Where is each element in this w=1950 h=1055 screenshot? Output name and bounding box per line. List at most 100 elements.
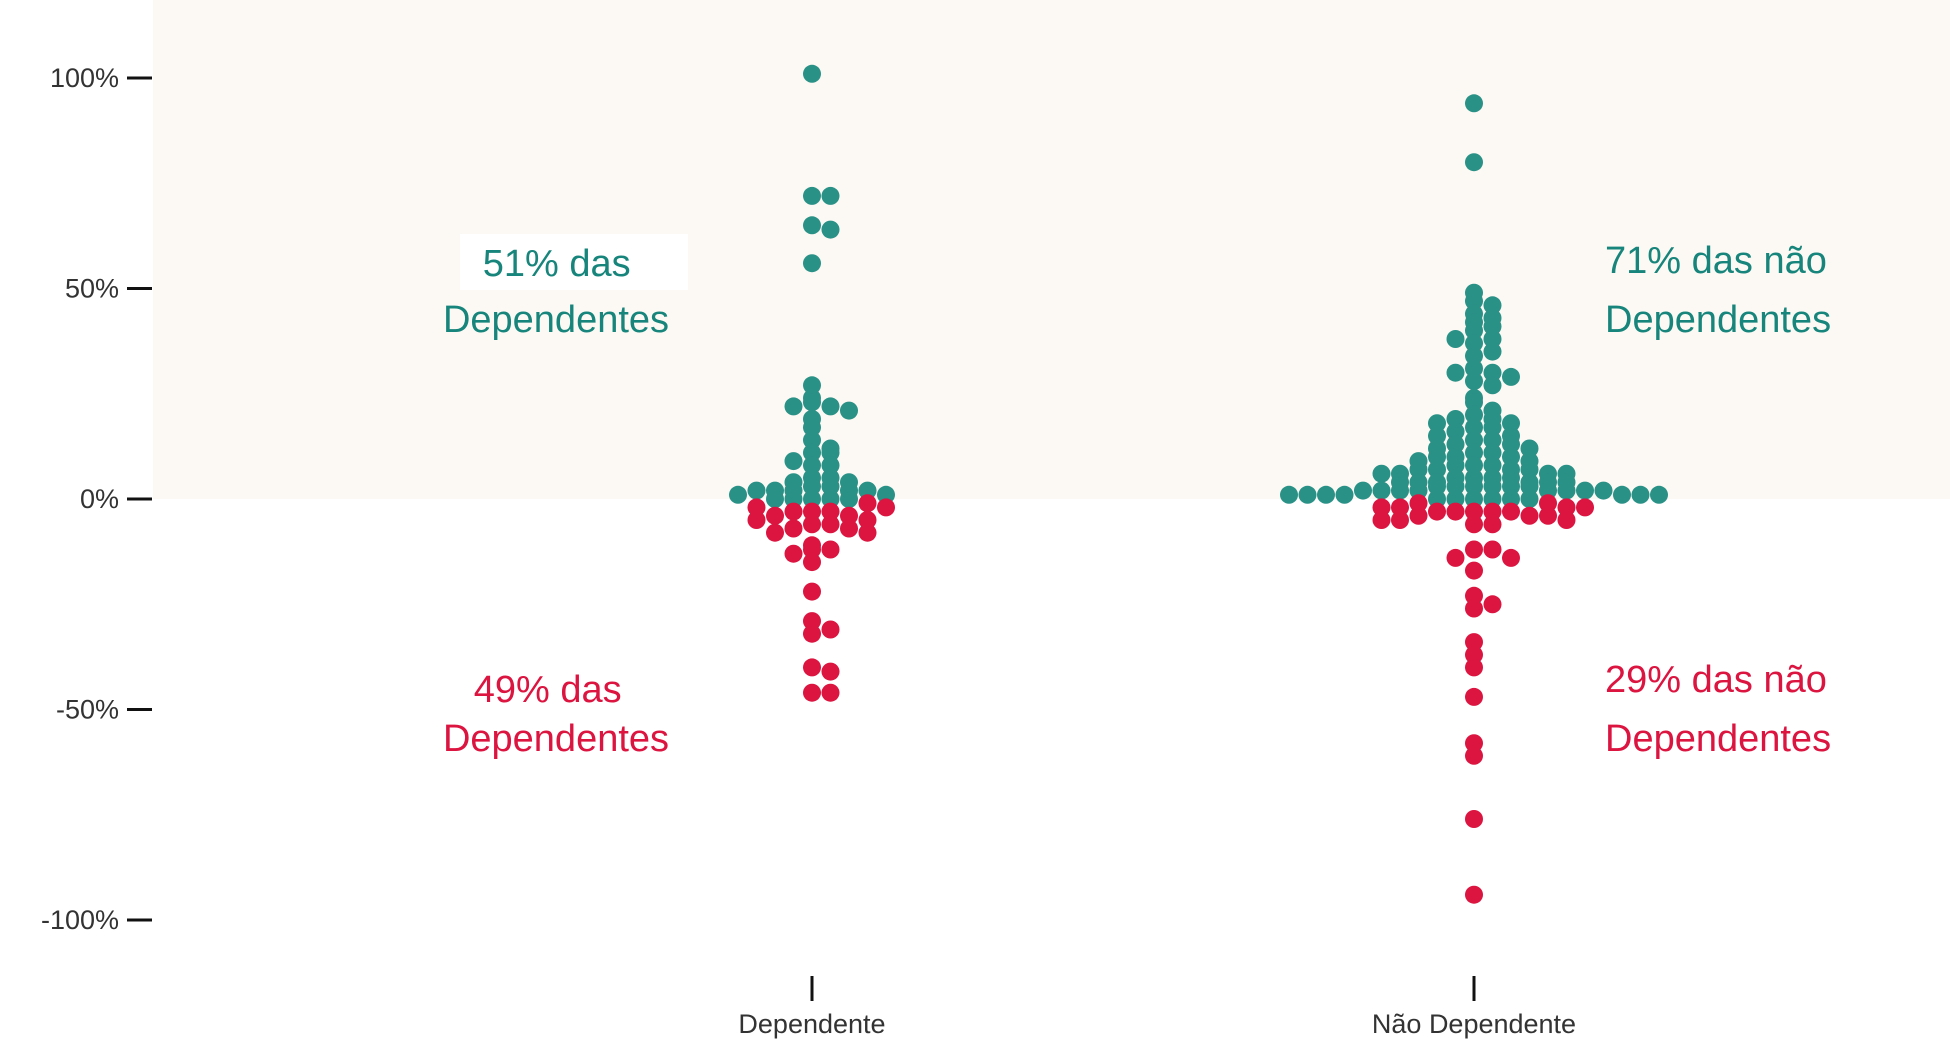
- point-negative: [1465, 645, 1483, 664]
- point-negative: [766, 506, 784, 525]
- point-negative: [747, 511, 766, 529]
- point-negative: [821, 540, 840, 559]
- point-negative: [1502, 548, 1520, 567]
- point-negative: [1465, 540, 1483, 559]
- point-positive: [821, 477, 840, 496]
- point-negative: [803, 582, 821, 601]
- point-negative: [1465, 687, 1483, 706]
- x-axis: Dependente Não Dependente: [738, 976, 1576, 1039]
- point-negative: [840, 506, 858, 525]
- point-negative: [1465, 599, 1483, 618]
- point-negative: [1557, 498, 1576, 517]
- point-positive: [1483, 431, 1502, 450]
- point-positive: [1428, 477, 1446, 496]
- point-positive: [840, 401, 858, 420]
- point-negative: [784, 502, 803, 521]
- point-positive: [1428, 447, 1446, 466]
- point-positive: [803, 216, 821, 235]
- point-positive: [1465, 431, 1483, 450]
- point-positive: [1631, 485, 1650, 504]
- point-positive: [1409, 460, 1428, 479]
- point-positive: [1520, 439, 1539, 458]
- point-positive: [1465, 490, 1483, 508]
- point-positive: [803, 418, 821, 437]
- point-negative: [803, 612, 821, 631]
- point-positive: [1317, 485, 1335, 504]
- point-positive: [1465, 346, 1483, 365]
- point-positive: [1483, 376, 1502, 395]
- point-negative: [821, 662, 840, 681]
- point-positive: [1446, 490, 1465, 508]
- point-positive: [1520, 460, 1539, 479]
- point-positive: [821, 397, 840, 416]
- point-negative: [1465, 885, 1483, 904]
- y-tick-label: 0%: [80, 484, 119, 514]
- point-positive: [784, 397, 803, 416]
- point-negative: [1465, 658, 1483, 677]
- point-positive: [877, 485, 895, 504]
- point-positive: [1428, 490, 1446, 508]
- point-negative: [1465, 502, 1483, 521]
- point-positive: [821, 186, 840, 205]
- annotation-ndep-pos: 71% das não Dependentes: [1605, 240, 1837, 341]
- point-negative: [858, 494, 877, 513]
- point-negative: [803, 553, 821, 572]
- annotation-dep-pos: 51% das Dependentes: [443, 243, 669, 341]
- point-positive: [1483, 330, 1502, 348]
- point-positive: [1483, 342, 1502, 361]
- point-positive: [1465, 477, 1483, 496]
- point-positive: [1483, 296, 1502, 315]
- point-negative: [1539, 506, 1557, 525]
- annotation-dep-pos-line1: 51% das: [483, 243, 631, 285]
- point-positive: [1465, 456, 1483, 475]
- point-positive: [1502, 490, 1520, 508]
- positive-region-shade: [153, 0, 1950, 499]
- point-positive: [1539, 481, 1557, 500]
- point-positive: [1465, 418, 1483, 437]
- point-positive: [1446, 330, 1465, 348]
- point-positive: [1465, 359, 1483, 378]
- point-negative: [766, 523, 784, 542]
- point-positive: [1483, 490, 1502, 508]
- point-positive: [1613, 485, 1631, 504]
- point-negative: [803, 683, 821, 702]
- point-positive: [821, 220, 840, 239]
- point-negative: [1391, 511, 1409, 529]
- y-tick-label: 100%: [50, 63, 119, 93]
- point-positive: [1298, 485, 1317, 504]
- point-negative: [858, 511, 877, 529]
- point-positive: [784, 490, 803, 508]
- point-positive: [1409, 481, 1428, 500]
- point-positive: [1354, 481, 1372, 500]
- point-positive: [1428, 414, 1446, 433]
- point-positive: [1446, 363, 1465, 382]
- point-negative: [1372, 511, 1391, 529]
- point-negative: [784, 519, 803, 538]
- y-tick-label: -50%: [56, 695, 119, 725]
- point-positive: [1483, 418, 1502, 437]
- point-positive: [1280, 485, 1298, 504]
- point-negative: [803, 502, 821, 521]
- y-axis: 100% 50% 0% -50% -100%: [41, 63, 152, 935]
- point-positive: [821, 490, 840, 508]
- point-positive: [1465, 334, 1483, 353]
- y-tick-label: 50%: [65, 274, 119, 304]
- point-negative: [877, 498, 895, 517]
- point-negative: [1483, 595, 1502, 614]
- point-positive: [821, 456, 840, 475]
- point-positive: [803, 64, 821, 83]
- point-positive: [1650, 485, 1668, 504]
- point-negative: [1409, 506, 1428, 525]
- point-positive: [1502, 477, 1520, 496]
- x-tick-label: Dependente: [738, 1009, 885, 1039]
- annotation-dep-pos-line2: Dependentes: [443, 299, 669, 341]
- x-tick-label: Não Dependente: [1372, 1009, 1576, 1039]
- point-negative: [1483, 540, 1502, 559]
- point-positive: [1576, 481, 1594, 500]
- point-negative: [1465, 734, 1483, 753]
- point-negative: [1465, 515, 1483, 534]
- point-positive: [1372, 464, 1391, 483]
- point-positive: [1594, 481, 1613, 500]
- annotation-dep-neg: 49% das Dependentes: [443, 669, 669, 760]
